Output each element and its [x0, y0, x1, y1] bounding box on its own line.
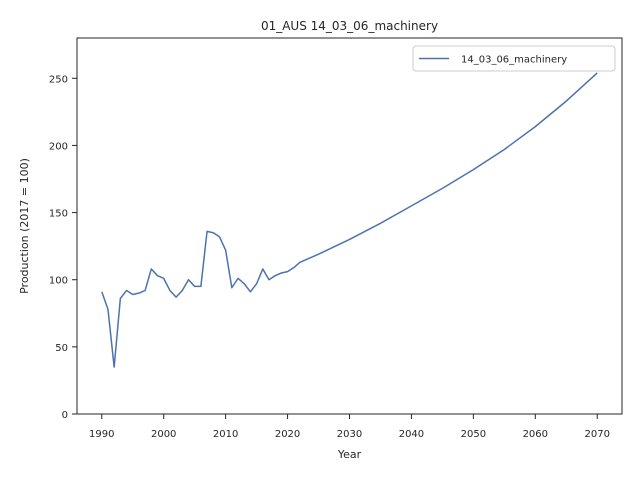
x-tick-label: 2030 [337, 429, 362, 440]
y-tick-label: 200 [49, 141, 68, 152]
x-tick-label: 2000 [151, 429, 176, 440]
y-tick-label: 250 [49, 74, 68, 85]
legend-label: 14_03_06_machinery [461, 55, 567, 66]
x-tick-label: 2020 [275, 429, 300, 440]
legend: 14_03_06_machinery [412, 45, 616, 72]
series-line [101, 72, 598, 368]
y-tick-label: 50 [55, 343, 68, 354]
y-axis-label: Production (2017 = 100) [18, 158, 31, 294]
plot-frame [76, 37, 623, 415]
x-tick-label: 1990 [89, 429, 114, 440]
x-tick-label: 2060 [523, 429, 548, 440]
y-axis-ticks: 0 50 100 150 200 250 [49, 74, 77, 421]
x-tick-label: 2070 [585, 429, 610, 440]
x-tick-label: 2010 [213, 429, 238, 440]
x-tick-label: 2050 [461, 429, 486, 440]
x-tick-label: 2040 [399, 429, 424, 440]
y-tick-label: 150 [49, 209, 68, 220]
chart-title: 01_AUS 14_03_06_machinery [261, 19, 438, 33]
x-axis-label: Year [337, 448, 362, 461]
x-axis-ticks: 1990 2000 2010 2020 2030 2040 2050 2060 2070 [89, 414, 610, 440]
y-tick-label: 0 [62, 410, 68, 421]
legend-box [412, 45, 616, 72]
y-tick-label: 100 [49, 276, 68, 287]
